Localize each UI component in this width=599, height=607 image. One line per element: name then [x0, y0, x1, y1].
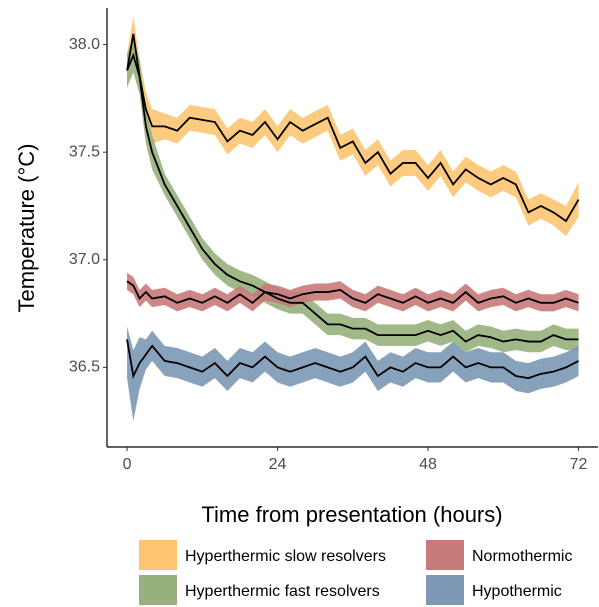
legend-label: Hyperthermic slow resolvers [185, 548, 386, 565]
ribbon [127, 38, 579, 353]
line [126, 280, 579, 304]
line [126, 52, 579, 343]
line [126, 33, 580, 223]
legend-label: Normothermic [472, 548, 572, 565]
x-tick-label: 0 [123, 456, 132, 473]
legend-swatch [139, 540, 177, 570]
x-tick-label: 72 [570, 456, 588, 473]
x-tick-label: 48 [419, 456, 437, 473]
legend-label: Hyperthermic fast resolvers [185, 583, 380, 600]
y-tick-label: 36.5 [69, 359, 100, 376]
y-tick-label: 37.0 [69, 251, 100, 268]
y-tick-label: 38.0 [69, 36, 100, 53]
line [126, 339, 579, 380]
ribbon [127, 326, 579, 422]
legend-swatch [426, 540, 464, 570]
x-axis-title: Time from presentation (hours) [201, 502, 502, 527]
ribbon [127, 16, 579, 237]
x-tick-label: 24 [269, 456, 287, 473]
legend-swatch [139, 575, 177, 605]
legend-swatch [426, 575, 464, 605]
y-tick-label: 37.5 [69, 143, 100, 160]
legend-label: Hypothermic [472, 583, 562, 600]
ribbon [127, 272, 579, 312]
y-axis-title: Temperature (°C) [14, 144, 39, 313]
